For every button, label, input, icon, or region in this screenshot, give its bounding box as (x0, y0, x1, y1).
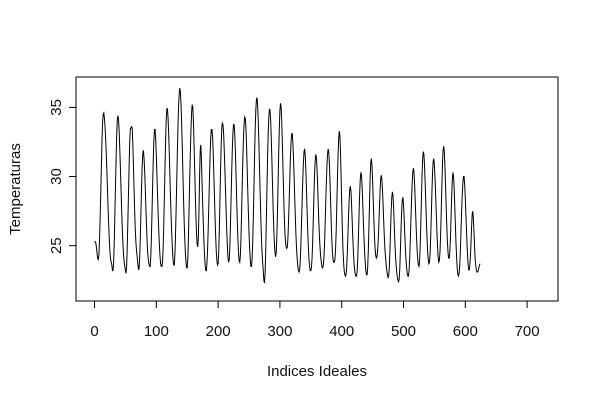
y-tick-label: 25 (48, 237, 65, 254)
x-tick-label: 700 (515, 323, 540, 340)
x-tick-label: 500 (391, 323, 416, 340)
x-tick-label: 400 (329, 323, 354, 340)
y-axis: 25 30 35 (48, 99, 77, 254)
x-tick-label: 200 (206, 323, 231, 340)
x-tick-label: 600 (453, 323, 478, 340)
x-tick-label: 0 (90, 323, 98, 340)
x-tick-label: 300 (267, 323, 292, 340)
x-axis: 0 100 200 300 400 500 600 700 (90, 300, 540, 340)
y-tick-label: 30 (48, 168, 65, 185)
x-axis-title: Indices Ideales (267, 363, 367, 380)
y-axis-title: Temperaturas (7, 143, 24, 235)
temperature-series-line (94, 87, 481, 284)
y-tick-label: 35 (48, 99, 65, 116)
plot-frame (75, 76, 559, 302)
x-tick-label: 100 (144, 323, 169, 340)
